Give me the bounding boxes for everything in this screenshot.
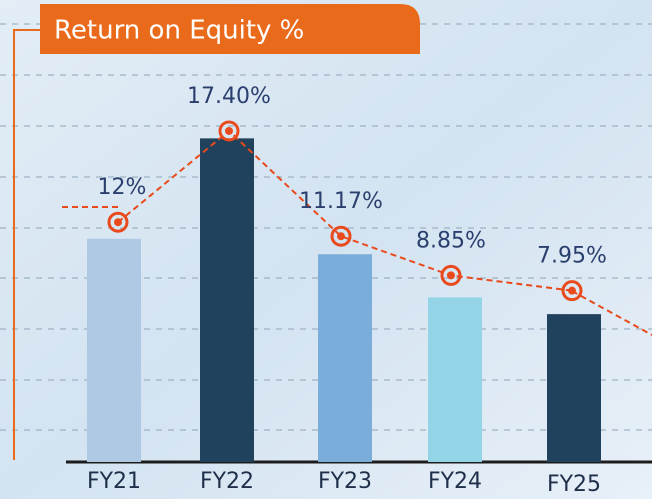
data-label: 11.17% xyxy=(299,189,383,214)
line-marker xyxy=(107,211,129,233)
line-lead-out xyxy=(571,290,652,336)
x-tick-label: FY23 xyxy=(318,469,372,494)
bar xyxy=(87,238,141,462)
line-marker-dot xyxy=(447,271,455,280)
line-marker-dot xyxy=(568,286,576,295)
data-label: 12% xyxy=(98,175,147,200)
line-marker xyxy=(218,120,240,142)
bar xyxy=(428,297,482,462)
x-tick-label: FY21 xyxy=(87,469,141,494)
line-marker xyxy=(440,264,462,286)
x-tick-label: FY22 xyxy=(200,469,254,494)
x-tick-label: FY25 xyxy=(547,472,601,497)
title-banner xyxy=(40,4,420,54)
data-label: 8.85% xyxy=(416,228,486,253)
line-marker-dot xyxy=(225,126,233,135)
frame-line xyxy=(13,29,40,460)
chart-title: Return on Equity % xyxy=(54,16,304,46)
trend-line xyxy=(117,129,573,292)
data-label: 17.40% xyxy=(187,84,271,109)
line-marker-dot xyxy=(114,218,122,227)
data-label: 7.95% xyxy=(537,244,607,269)
bar xyxy=(547,314,601,462)
bar xyxy=(200,138,254,463)
x-tick-label: FY24 xyxy=(428,469,482,494)
line-marker xyxy=(561,280,583,302)
bar xyxy=(318,254,372,462)
line-marker-dot xyxy=(337,232,345,241)
line-marker xyxy=(330,225,352,247)
